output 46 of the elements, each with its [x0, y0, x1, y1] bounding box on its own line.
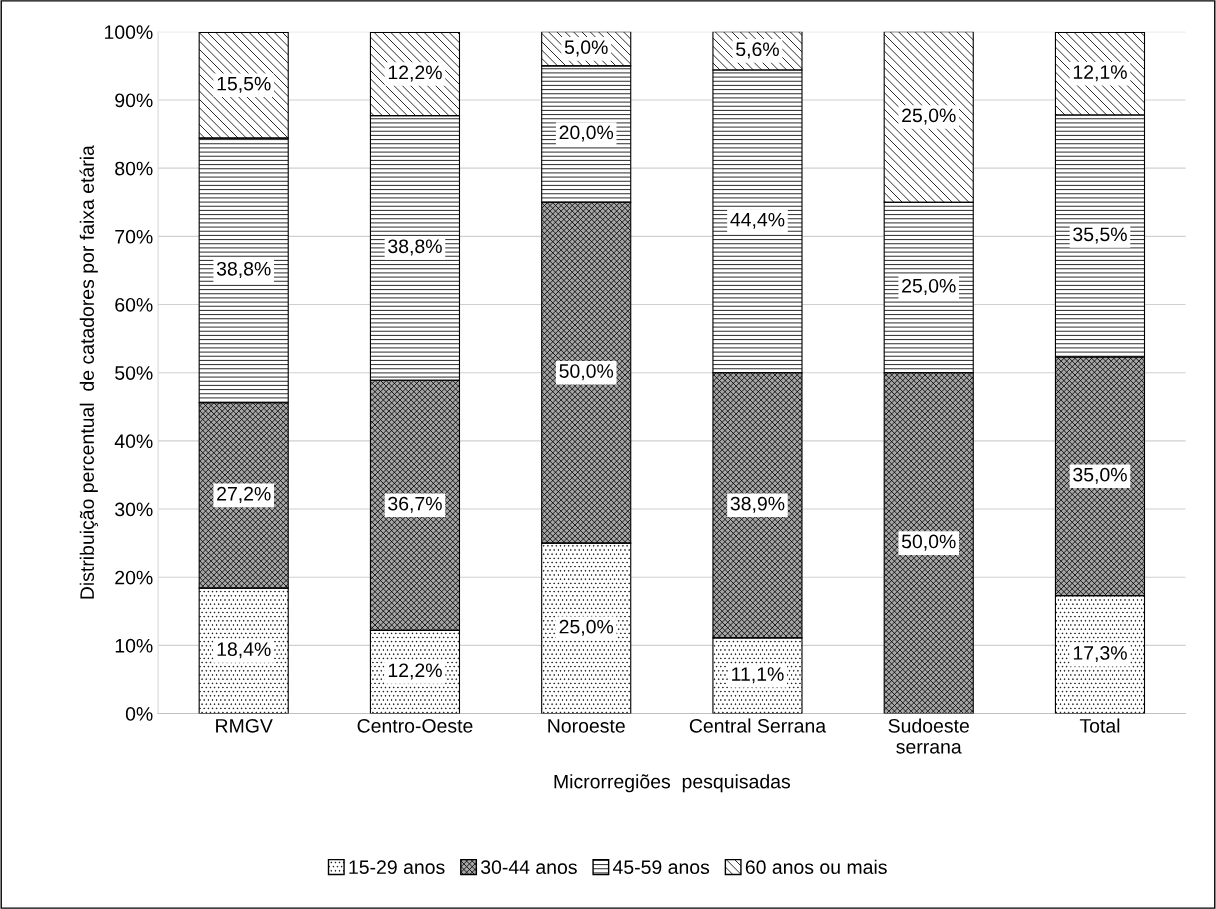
legend-label: 45-59 anos — [612, 860, 710, 875]
y-tick-label: 70% — [115, 229, 153, 244]
data-label: 20,0% — [559, 125, 614, 142]
data-label: 36,7% — [388, 496, 442, 513]
data-label: 35,0% — [1073, 467, 1127, 484]
data-label: 38,8% — [388, 239, 442, 256]
data-label: 38,8% — [216, 261, 271, 278]
y-tick-label: 90% — [115, 93, 153, 108]
x-tick-label: Noroeste — [548, 719, 625, 733]
data-label: 12,2% — [388, 65, 442, 82]
data-label: 25,0% — [902, 108, 956, 125]
y-tick-label: 0% — [125, 707, 153, 721]
data-label: 5,0% — [564, 40, 608, 57]
x-tick-label: Central Serrana — [689, 718, 827, 733]
x-tick-label: Sudoeste serrana — [888, 718, 969, 754]
x-tick-label: RMGV — [216, 718, 273, 733]
data-label: 5,6% — [736, 42, 779, 59]
data-label: 11,1% — [732, 667, 784, 684]
data-label: 50,0% — [901, 534, 956, 551]
legend-label: 30-44 anos — [480, 860, 577, 875]
x-axis-title: Microrregiões pesquisadas — [554, 774, 791, 793]
y-tick-label: 30% — [115, 502, 153, 517]
y-tick-label: 20% — [115, 570, 153, 585]
data-label: 18,4% — [217, 642, 271, 659]
y-tick-label: 60% — [115, 297, 153, 312]
data-label: 50,0% — [559, 364, 614, 381]
data-label: 38,9% — [730, 496, 785, 513]
y-tick-label: 10% — [115, 638, 153, 653]
y-tick-label: 40% — [114, 434, 153, 449]
legend-label: 15-29 anos — [349, 860, 445, 875]
y-tick-label: 100% — [104, 25, 153, 40]
data-label: 15,5% — [217, 76, 271, 93]
data-label: 12,1% — [1073, 65, 1127, 82]
y-axis-title: Distribuição percentual de catadores por faixa etária — [79, 145, 98, 599]
data-label: 12,2% — [388, 663, 442, 680]
x-tick-label: Centro-Oeste — [357, 718, 473, 733]
data-label: 27,2% — [217, 486, 271, 503]
data-label: 44,4% — [730, 212, 785, 229]
x-tick-label: Total — [1079, 718, 1120, 733]
legend-label: 60 anos ou mais — [745, 859, 887, 875]
data-label: 25,0% — [902, 278, 956, 295]
data-label: 35,5% — [1073, 227, 1127, 244]
y-tick-label: 50% — [115, 366, 153, 380]
y-tick-label: 80% — [115, 161, 153, 176]
data-label: 17,3% — [1073, 646, 1127, 663]
data-label: 25,0% — [559, 619, 614, 636]
